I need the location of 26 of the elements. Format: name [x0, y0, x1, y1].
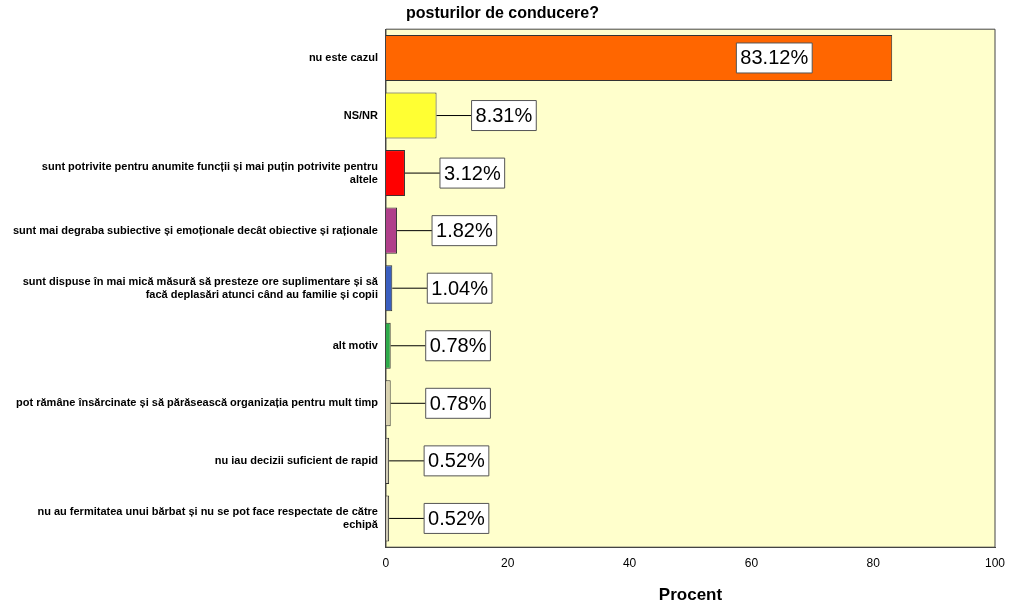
y-tick-label: nu au fermitatea unui bărbat și nu se pot face respectate de către echipă — [37, 504, 379, 531]
y-tick-label: sunt potrivite pentru anumite funcții și mai puțin potrivite pentru altele — [41, 159, 378, 185]
x-tick-label: 0 — [382, 555, 390, 570]
data-label: 8.31% — [475, 104, 533, 127]
x-tick-label: 20 — [501, 555, 515, 570]
chart-title: posturilor de conducere? — [406, 4, 599, 22]
data-label: 1.82% — [436, 219, 493, 242]
x-axis-title: Procent — [658, 585, 723, 605]
x-tick-label: 100 — [984, 555, 1006, 570]
data-label: 1.04% — [431, 276, 489, 299]
y-tick-label: NS/NR — [343, 108, 378, 121]
y-tick-label: alt motiv — [332, 338, 379, 351]
data-label: 83.12% — [740, 46, 809, 69]
x-tick-label: 60 — [744, 555, 759, 570]
x-tick-label: 80 — [866, 555, 881, 570]
y-tick-label: sunt mai degraba subiective și emoționale decât obiective și raționale — [12, 223, 378, 236]
y-tick-label: nu iau decizii suficient de rapid — [214, 453, 378, 466]
data-label: 0.52% — [428, 449, 486, 472]
data-label: 0.78% — [429, 334, 487, 357]
x-tick-label: 40 — [622, 555, 637, 570]
y-tick-label: sunt dispuse în mai mică măsură să presteze ore suplimentare și să facă deplasări atunci când au familie și copii — [22, 274, 379, 300]
y-tick-label: pot rămâne însărcinate și să părăsească organizația pentru mult timp — [16, 396, 379, 409]
data-label: 3.12% — [443, 161, 501, 184]
y-tick-label: nu este cazul — [308, 51, 378, 64]
data-label: 0.78% — [429, 391, 487, 414]
data-label: 0.52% — [428, 506, 486, 529]
